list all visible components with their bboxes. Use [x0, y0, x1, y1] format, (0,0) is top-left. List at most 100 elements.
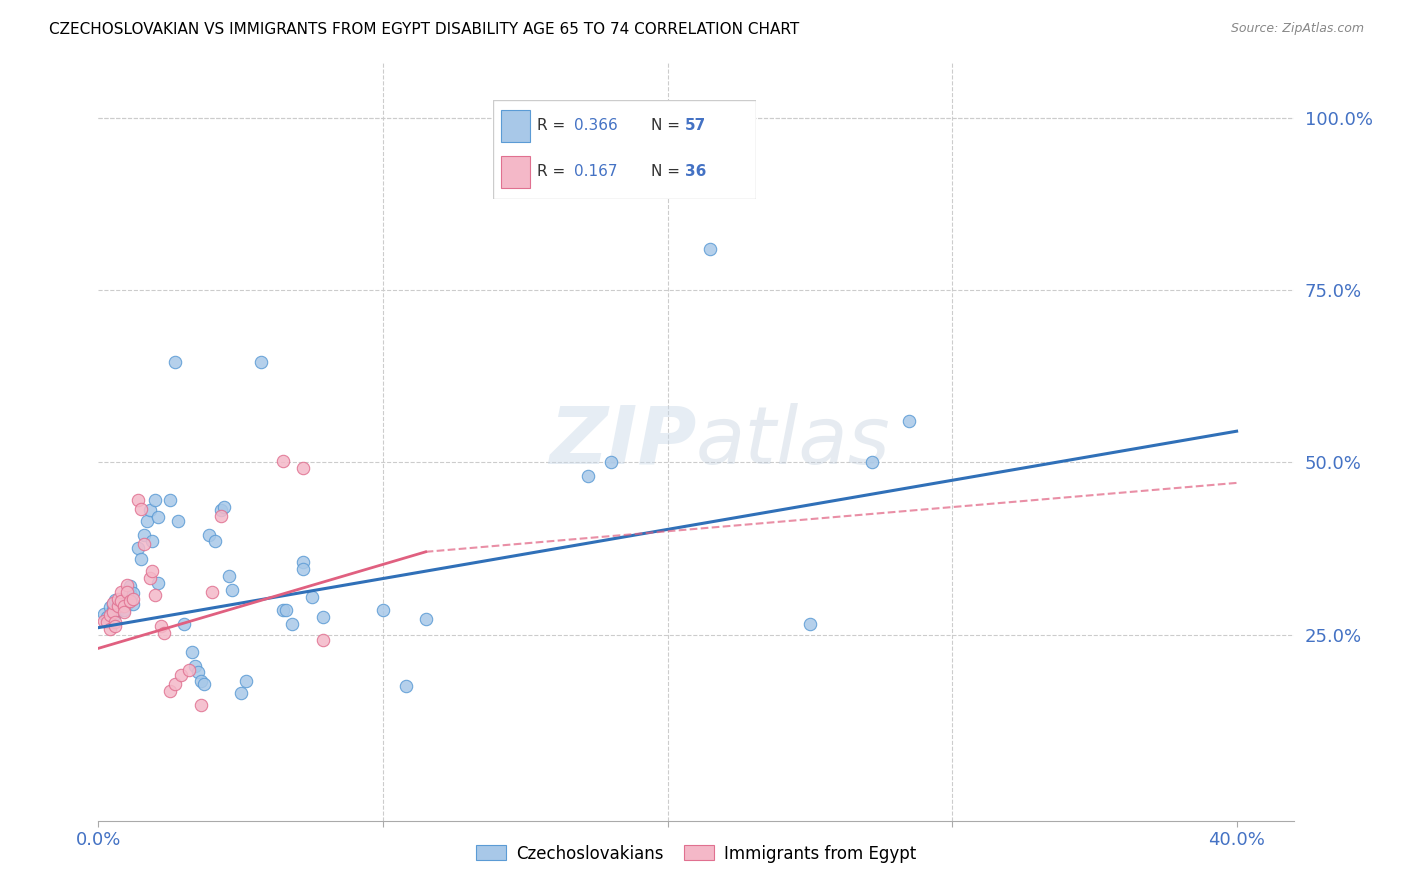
- Point: [98, 608, 121, 623]
- Point: [110, 599, 132, 614]
- Point: [209, 508, 232, 523]
- Point: [112, 599, 135, 613]
- Point: [110, 584, 132, 599]
- Point: [301, 590, 323, 604]
- Point: [148, 575, 170, 590]
- Point: [118, 579, 141, 593]
- Point: [135, 514, 157, 528]
- Point: [141, 534, 163, 549]
- Point: [93, 614, 115, 628]
- Point: [115, 597, 138, 611]
- Point: [395, 679, 418, 693]
- Point: [190, 698, 212, 712]
- Point: [415, 612, 437, 626]
- Point: [576, 469, 599, 483]
- Point: [115, 590, 138, 604]
- Point: [148, 510, 170, 524]
- Point: [104, 619, 127, 633]
- Point: [799, 617, 821, 632]
- Point: [150, 619, 173, 633]
- Point: [167, 514, 190, 528]
- Point: [101, 596, 124, 610]
- Point: [101, 597, 124, 611]
- Point: [281, 617, 304, 632]
- Point: [209, 503, 232, 517]
- Point: [112, 603, 135, 617]
- Point: [129, 502, 152, 516]
- Point: [104, 607, 127, 621]
- Point: [165, 355, 187, 369]
- Text: atlas: atlas: [696, 402, 891, 481]
- Point: [898, 414, 921, 428]
- Point: [107, 591, 129, 606]
- Point: [98, 622, 121, 636]
- Point: [221, 582, 243, 597]
- Point: [93, 607, 115, 621]
- Point: [121, 597, 143, 611]
- Point: [179, 664, 201, 678]
- Point: [181, 645, 204, 659]
- Point: [132, 536, 155, 550]
- Point: [107, 599, 129, 613]
- Point: [599, 455, 621, 469]
- Point: [96, 615, 118, 629]
- Point: [699, 242, 721, 256]
- Point: [110, 594, 132, 608]
- Point: [198, 527, 221, 541]
- Point: [193, 677, 215, 691]
- Legend: Czechoslovakians, Immigrants from Egypt: Czechoslovakians, Immigrants from Egypt: [470, 838, 922, 869]
- Point: [201, 584, 224, 599]
- Point: [143, 493, 166, 508]
- Point: [312, 610, 335, 624]
- Point: [860, 455, 883, 469]
- Point: [127, 493, 149, 508]
- Point: [190, 674, 212, 689]
- Point: [107, 597, 129, 611]
- Point: [187, 665, 209, 680]
- Point: [138, 503, 160, 517]
- Point: [118, 586, 141, 600]
- Point: [129, 551, 152, 566]
- Point: [276, 603, 298, 617]
- Point: [165, 677, 187, 691]
- Point: [104, 593, 127, 607]
- Point: [138, 571, 160, 585]
- Point: [273, 603, 295, 617]
- Point: [229, 686, 252, 700]
- Point: [212, 500, 235, 514]
- Point: [127, 541, 149, 556]
- Point: [292, 460, 315, 475]
- Point: [273, 454, 295, 468]
- Point: [170, 667, 193, 681]
- Point: [101, 606, 124, 620]
- Point: [118, 594, 141, 608]
- Point: [107, 603, 129, 617]
- Point: [121, 591, 143, 606]
- Point: [371, 603, 394, 617]
- Text: ZIP: ZIP: [548, 402, 696, 481]
- Point: [115, 584, 138, 599]
- Point: [312, 633, 335, 648]
- Point: [292, 562, 315, 576]
- Text: CZECHOSLOVAKIAN VS IMMIGRANTS FROM EGYPT DISABILITY AGE 65 TO 74 CORRELATION CHA: CZECHOSLOVAKIAN VS IMMIGRANTS FROM EGYPT…: [49, 22, 800, 37]
- Point: [218, 569, 240, 583]
- Point: [132, 527, 155, 541]
- Text: Source: ZipAtlas.com: Source: ZipAtlas.com: [1230, 22, 1364, 36]
- Point: [104, 615, 127, 629]
- Point: [235, 674, 257, 689]
- Point: [96, 610, 118, 624]
- Point: [101, 603, 124, 617]
- Point: [143, 588, 166, 602]
- Point: [115, 578, 138, 592]
- Point: [249, 355, 271, 369]
- Point: [110, 593, 132, 607]
- Point: [98, 599, 121, 614]
- Point: [112, 606, 135, 620]
- Point: [173, 617, 195, 632]
- Point: [159, 493, 181, 508]
- Point: [184, 658, 207, 673]
- Point: [292, 555, 315, 569]
- Point: [159, 684, 181, 698]
- Point: [141, 564, 163, 578]
- Point: [121, 586, 143, 600]
